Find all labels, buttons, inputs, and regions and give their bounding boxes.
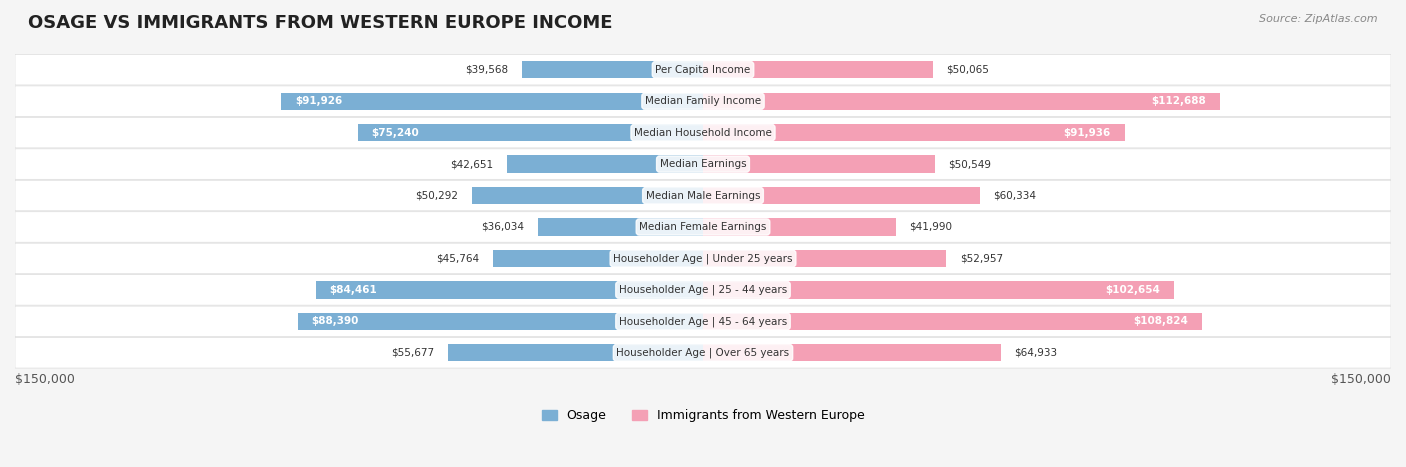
Bar [703,344,1001,361]
Bar [703,61,932,78]
Bar [703,124,1125,142]
FancyBboxPatch shape [15,212,1391,242]
Bar [703,187,980,204]
Text: $50,549: $50,549 [949,159,991,169]
Text: Per Capita Income: Per Capita Income [655,65,751,75]
FancyBboxPatch shape [15,306,1391,337]
Text: $36,034: $36,034 [481,222,524,232]
Text: Median Household Income: Median Household Income [634,127,772,138]
FancyBboxPatch shape [15,275,1391,305]
Text: $75,240: $75,240 [371,127,419,138]
Bar [359,124,703,142]
Text: Householder Age | 45 - 64 years: Householder Age | 45 - 64 years [619,316,787,326]
Bar [315,281,703,298]
Text: Median Male Earnings: Median Male Earnings [645,191,761,200]
Text: Median Family Income: Median Family Income [645,96,761,106]
Bar [703,313,1202,330]
Text: $50,065: $50,065 [946,65,990,75]
Bar [281,92,703,110]
Text: $64,933: $64,933 [1015,348,1057,358]
Bar [703,281,1174,298]
Bar [472,187,703,204]
Text: $55,677: $55,677 [391,348,434,358]
Text: $41,990: $41,990 [910,222,952,232]
Text: Source: ZipAtlas.com: Source: ZipAtlas.com [1260,14,1378,24]
Text: $84,461: $84,461 [329,285,377,295]
Text: Householder Age | Over 65 years: Householder Age | Over 65 years [616,347,790,358]
Text: $42,651: $42,651 [450,159,494,169]
Text: $150,000: $150,000 [1331,373,1391,386]
Bar [447,344,703,361]
Text: $60,334: $60,334 [994,191,1036,200]
FancyBboxPatch shape [15,338,1391,368]
FancyBboxPatch shape [15,149,1391,179]
FancyBboxPatch shape [15,117,1391,148]
Text: $91,926: $91,926 [295,96,343,106]
Legend: Osage, Immigrants from Western Europe: Osage, Immigrants from Western Europe [537,404,869,427]
Text: Median Earnings: Median Earnings [659,159,747,169]
Text: $45,764: $45,764 [436,254,479,263]
Bar [703,92,1220,110]
Bar [522,61,703,78]
Text: Householder Age | 25 - 44 years: Householder Age | 25 - 44 years [619,285,787,295]
Text: $39,568: $39,568 [464,65,508,75]
Bar [537,219,703,236]
Text: $91,936: $91,936 [1064,127,1111,138]
Text: $112,688: $112,688 [1152,96,1206,106]
FancyBboxPatch shape [15,55,1391,85]
FancyBboxPatch shape [15,243,1391,274]
Bar [703,219,896,236]
Bar [703,250,946,267]
Text: $52,957: $52,957 [960,254,1002,263]
Text: $102,654: $102,654 [1105,285,1160,295]
Text: $50,292: $50,292 [416,191,458,200]
Text: $150,000: $150,000 [15,373,75,386]
FancyBboxPatch shape [15,86,1391,116]
Text: Median Female Earnings: Median Female Earnings [640,222,766,232]
FancyBboxPatch shape [15,180,1391,211]
Bar [494,250,703,267]
Text: Householder Age | Under 25 years: Householder Age | Under 25 years [613,253,793,264]
Text: OSAGE VS IMMIGRANTS FROM WESTERN EUROPE INCOME: OSAGE VS IMMIGRANTS FROM WESTERN EUROPE … [28,14,613,32]
Bar [703,156,935,173]
Bar [298,313,703,330]
Bar [508,156,703,173]
Text: $108,824: $108,824 [1133,316,1188,326]
Text: $88,390: $88,390 [311,316,359,326]
